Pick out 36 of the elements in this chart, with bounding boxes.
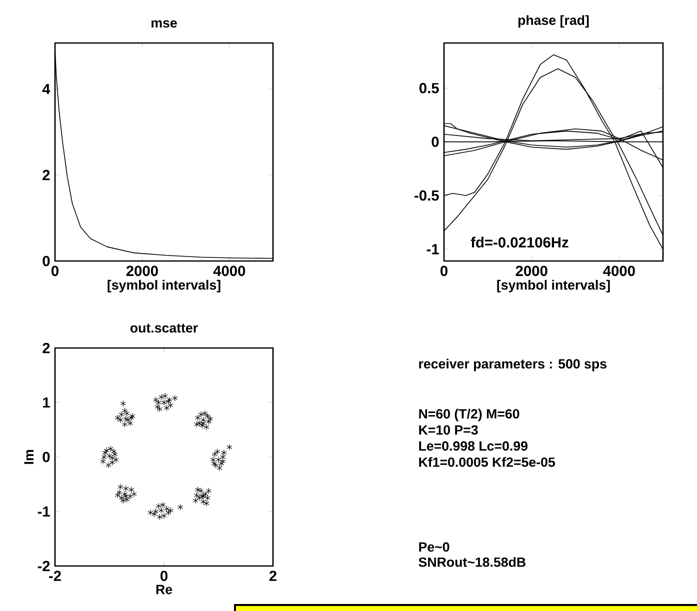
- y-tick-label: -1: [38, 506, 50, 517]
- text: receiver parameters : 500 sps: [419, 358, 606, 372]
- y-tick-label: 0.5: [419, 82, 439, 94]
- text: N=60 (T/2) M=60: [419, 408, 520, 422]
- x-axis-title: [symbol intervals]: [497, 280, 610, 292]
- y-tick-label: 1: [43, 397, 50, 408]
- chart-title: mse: [152, 20, 177, 28]
- text: Kf1=0.0005 Kf2=5e-05: [419, 457, 555, 467]
- x-tick-label: 0: [440, 266, 448, 276]
- y-tick-label: 0: [432, 136, 439, 147]
- y-axis-title: Im: [24, 450, 34, 464]
- x-axis-title: [symbol intervals]: [108, 280, 220, 292]
- x-axis-title: Re: [156, 584, 172, 594]
- y-tick-label: 2: [42, 342, 50, 354]
- text: Pe~0: [419, 542, 450, 552]
- chart-title: out.scatter: [130, 324, 198, 333]
- text: Le=0.998 Lc=0.99: [419, 441, 528, 451]
- y-tick-label: -0.5: [414, 190, 439, 201]
- x-tick-label: 4000: [603, 266, 635, 276]
- y-tick-label: 2: [42, 170, 50, 180]
- x-tick-label: 2000: [126, 266, 158, 276]
- x-tick-label: 2000: [516, 266, 548, 276]
- y-tick-label: 4: [42, 84, 50, 94]
- x-tick-label: 0: [52, 266, 58, 276]
- x-tick-label: 4000: [213, 266, 246, 276]
- text: SNRout~18.58dB: [418, 557, 526, 567]
- x-tick-label: 2: [269, 570, 276, 581]
- annotation: fd=-0.02106Hz: [470, 236, 568, 248]
- x-tick-label: 0: [160, 570, 168, 582]
- y-tick-label: -2: [38, 560, 50, 572]
- y-tick-label: 0: [42, 452, 50, 462]
- x-tick-label: -2: [49, 570, 61, 581]
- y-tick-label: -1: [426, 244, 439, 254]
- text: K=10 P=3: [419, 425, 478, 435]
- chart-title: phase [rad]: [518, 15, 589, 28]
- y-tick-label: 0: [42, 256, 50, 266]
